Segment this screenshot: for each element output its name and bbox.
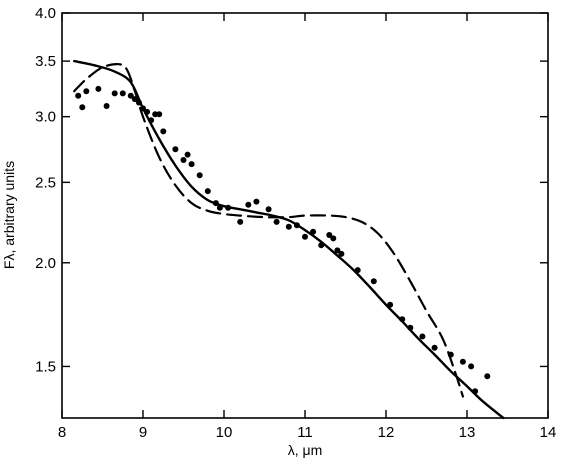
data-point bbox=[196, 172, 203, 179]
x-tick-label: 14 bbox=[540, 424, 557, 441]
data-point bbox=[285, 223, 292, 230]
data-point bbox=[472, 388, 479, 395]
data-point bbox=[447, 351, 454, 358]
solid-model-curve bbox=[73, 59, 505, 420]
data-point bbox=[407, 324, 414, 331]
data-point bbox=[318, 242, 325, 249]
data-point bbox=[188, 161, 195, 168]
data-point bbox=[135, 99, 142, 106]
data-point bbox=[79, 104, 86, 111]
data-point bbox=[103, 103, 110, 109]
data-point bbox=[140, 105, 146, 112]
x-tick-label: 8 bbox=[58, 424, 66, 441]
data-point bbox=[75, 92, 82, 99]
data-point bbox=[83, 88, 90, 95]
data-point bbox=[387, 301, 394, 308]
data-point bbox=[354, 267, 361, 274]
y-tick-label: 4.0 bbox=[35, 5, 56, 22]
data-point bbox=[237, 218, 244, 225]
data-point bbox=[338, 250, 345, 257]
data-point bbox=[245, 201, 252, 208]
data-point bbox=[330, 235, 337, 242]
data-point bbox=[180, 157, 187, 163]
data-point bbox=[310, 228, 317, 235]
plot-area bbox=[73, 59, 505, 420]
data-point bbox=[399, 316, 406, 323]
data-point bbox=[144, 108, 151, 115]
y-tick-label: 2.5 bbox=[35, 174, 56, 191]
data-point bbox=[127, 92, 134, 99]
data-point bbox=[334, 247, 341, 254]
x-tick-label: 10 bbox=[216, 424, 233, 441]
x-tick-label: 9 bbox=[139, 424, 147, 441]
data-point bbox=[253, 198, 260, 205]
data-point bbox=[111, 90, 118, 97]
x-tick-label: 13 bbox=[459, 424, 476, 441]
x-tick-label: 11 bbox=[297, 424, 313, 441]
data-point bbox=[484, 373, 491, 380]
data-point bbox=[326, 232, 333, 238]
x-axis-label: λ, μm bbox=[288, 442, 323, 458]
data-point bbox=[468, 363, 475, 370]
x-tick-label: 12 bbox=[378, 424, 395, 441]
data-point bbox=[172, 146, 179, 153]
data-point bbox=[273, 218, 280, 225]
axis-ticks: 8 9 10 11 12 13 14 1.5 2.0 2.5 3.0 3.5 4.0 bbox=[35, 5, 556, 441]
data-point bbox=[148, 117, 155, 124]
y-tick-label: 3.5 bbox=[35, 53, 56, 70]
data-point bbox=[212, 200, 219, 207]
plot-frame bbox=[61, 12, 549, 419]
dashed-model-curve bbox=[73, 63, 464, 398]
y-tick-label: 3.0 bbox=[35, 109, 56, 126]
data-point bbox=[156, 111, 163, 118]
data-point bbox=[131, 96, 138, 103]
y-tick-label: 2.0 bbox=[35, 255, 56, 272]
data-point bbox=[459, 358, 466, 365]
data-point bbox=[119, 90, 126, 97]
y-axis-label: Fλ, arbitrary units bbox=[1, 161, 17, 269]
data-point bbox=[431, 344, 438, 351]
data-point bbox=[204, 188, 211, 195]
data-point bbox=[370, 278, 377, 285]
data-point bbox=[302, 233, 308, 240]
data-point bbox=[419, 333, 426, 340]
y-tick-label: 1.5 bbox=[35, 358, 56, 375]
data-point bbox=[216, 204, 223, 211]
data-point bbox=[184, 151, 191, 158]
data-point bbox=[95, 85, 102, 92]
data-point bbox=[225, 204, 232, 211]
data-point bbox=[265, 206, 272, 213]
data-point bbox=[293, 222, 300, 229]
data-point bbox=[160, 128, 167, 135]
